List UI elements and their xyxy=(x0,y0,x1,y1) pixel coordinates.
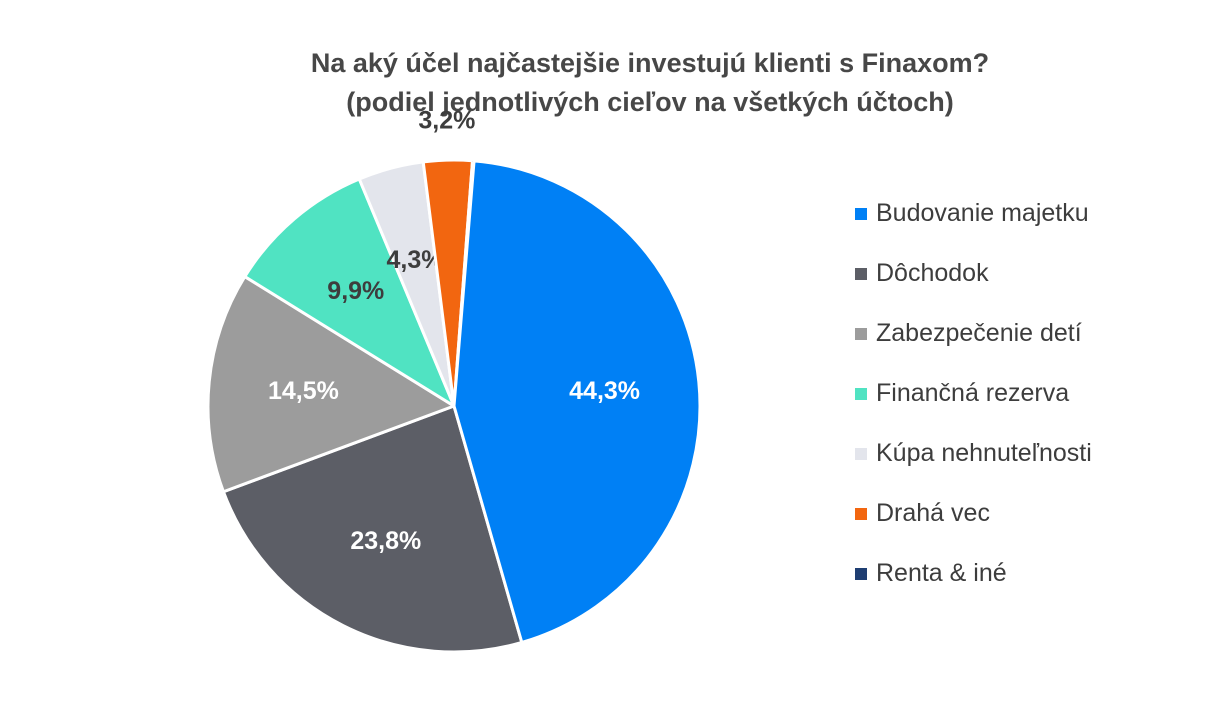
legend-swatch xyxy=(855,508,867,520)
data-label-zabezpecenie-deti: 14,5% xyxy=(268,377,339,405)
legend-swatch xyxy=(855,568,867,580)
data-label-draha-vec: 3,2% xyxy=(418,107,475,135)
legend-swatch xyxy=(855,448,867,460)
legend-label: Zabezpečenie detí xyxy=(876,318,1082,347)
legend-item-draha-vec: Drahá vec xyxy=(855,484,1092,544)
chart-title-line-2: (podiel jednotlivých cieľov na všetkých … xyxy=(346,87,954,117)
legend-label: Budovanie majetku xyxy=(876,198,1089,227)
legend-item-kupa-nehnutelnosti: Kúpa nehnuteľnosti xyxy=(855,424,1092,484)
legend-label: Dôchodok xyxy=(876,258,989,287)
pie-slice-zabezpecenie-deti xyxy=(206,275,456,494)
legend-label: Kúpa nehnuteľnosti xyxy=(876,438,1092,467)
chart-title-line-1: Na aký účel najčastejšie investujú klien… xyxy=(310,48,990,78)
legend-item-financna-rezerva: Finančná rezerva xyxy=(855,364,1092,424)
pie-slice-dochodok xyxy=(221,404,524,654)
data-label-financna-rezerva: 9,9% xyxy=(327,277,384,305)
chart-title: Na aký účel najčastejšie investujú klien… xyxy=(0,44,1217,122)
pie-slice-financna-rezerva xyxy=(243,177,456,408)
legend-item-zabezpecenie-deti: Zabezpečenie detí xyxy=(855,304,1092,364)
legend-item-dochodok: Dôchodok xyxy=(855,244,1092,304)
legend-item-budovanie-majetku: Budovanie majetku xyxy=(855,184,1092,244)
pie-slice-budovanie-majetku xyxy=(452,159,702,644)
data-label-budovanie-majetku: 44,3% xyxy=(569,377,640,405)
legend-label: Finančná rezerva xyxy=(876,378,1070,407)
legend-swatch xyxy=(855,208,867,220)
legend-swatch xyxy=(855,388,867,400)
legend-item-renta-ine: Renta & iné xyxy=(855,544,1092,604)
data-label-dochodok: 23,8% xyxy=(350,527,421,555)
chart-legend: Budovanie majetku Dôchodok Zabezpečenie de… xyxy=(855,184,1092,604)
legend-swatch xyxy=(855,268,867,280)
legend-label: Drahá vec xyxy=(876,498,990,527)
legend-swatch xyxy=(855,328,867,340)
legend-label: Renta & iné xyxy=(876,558,1007,587)
